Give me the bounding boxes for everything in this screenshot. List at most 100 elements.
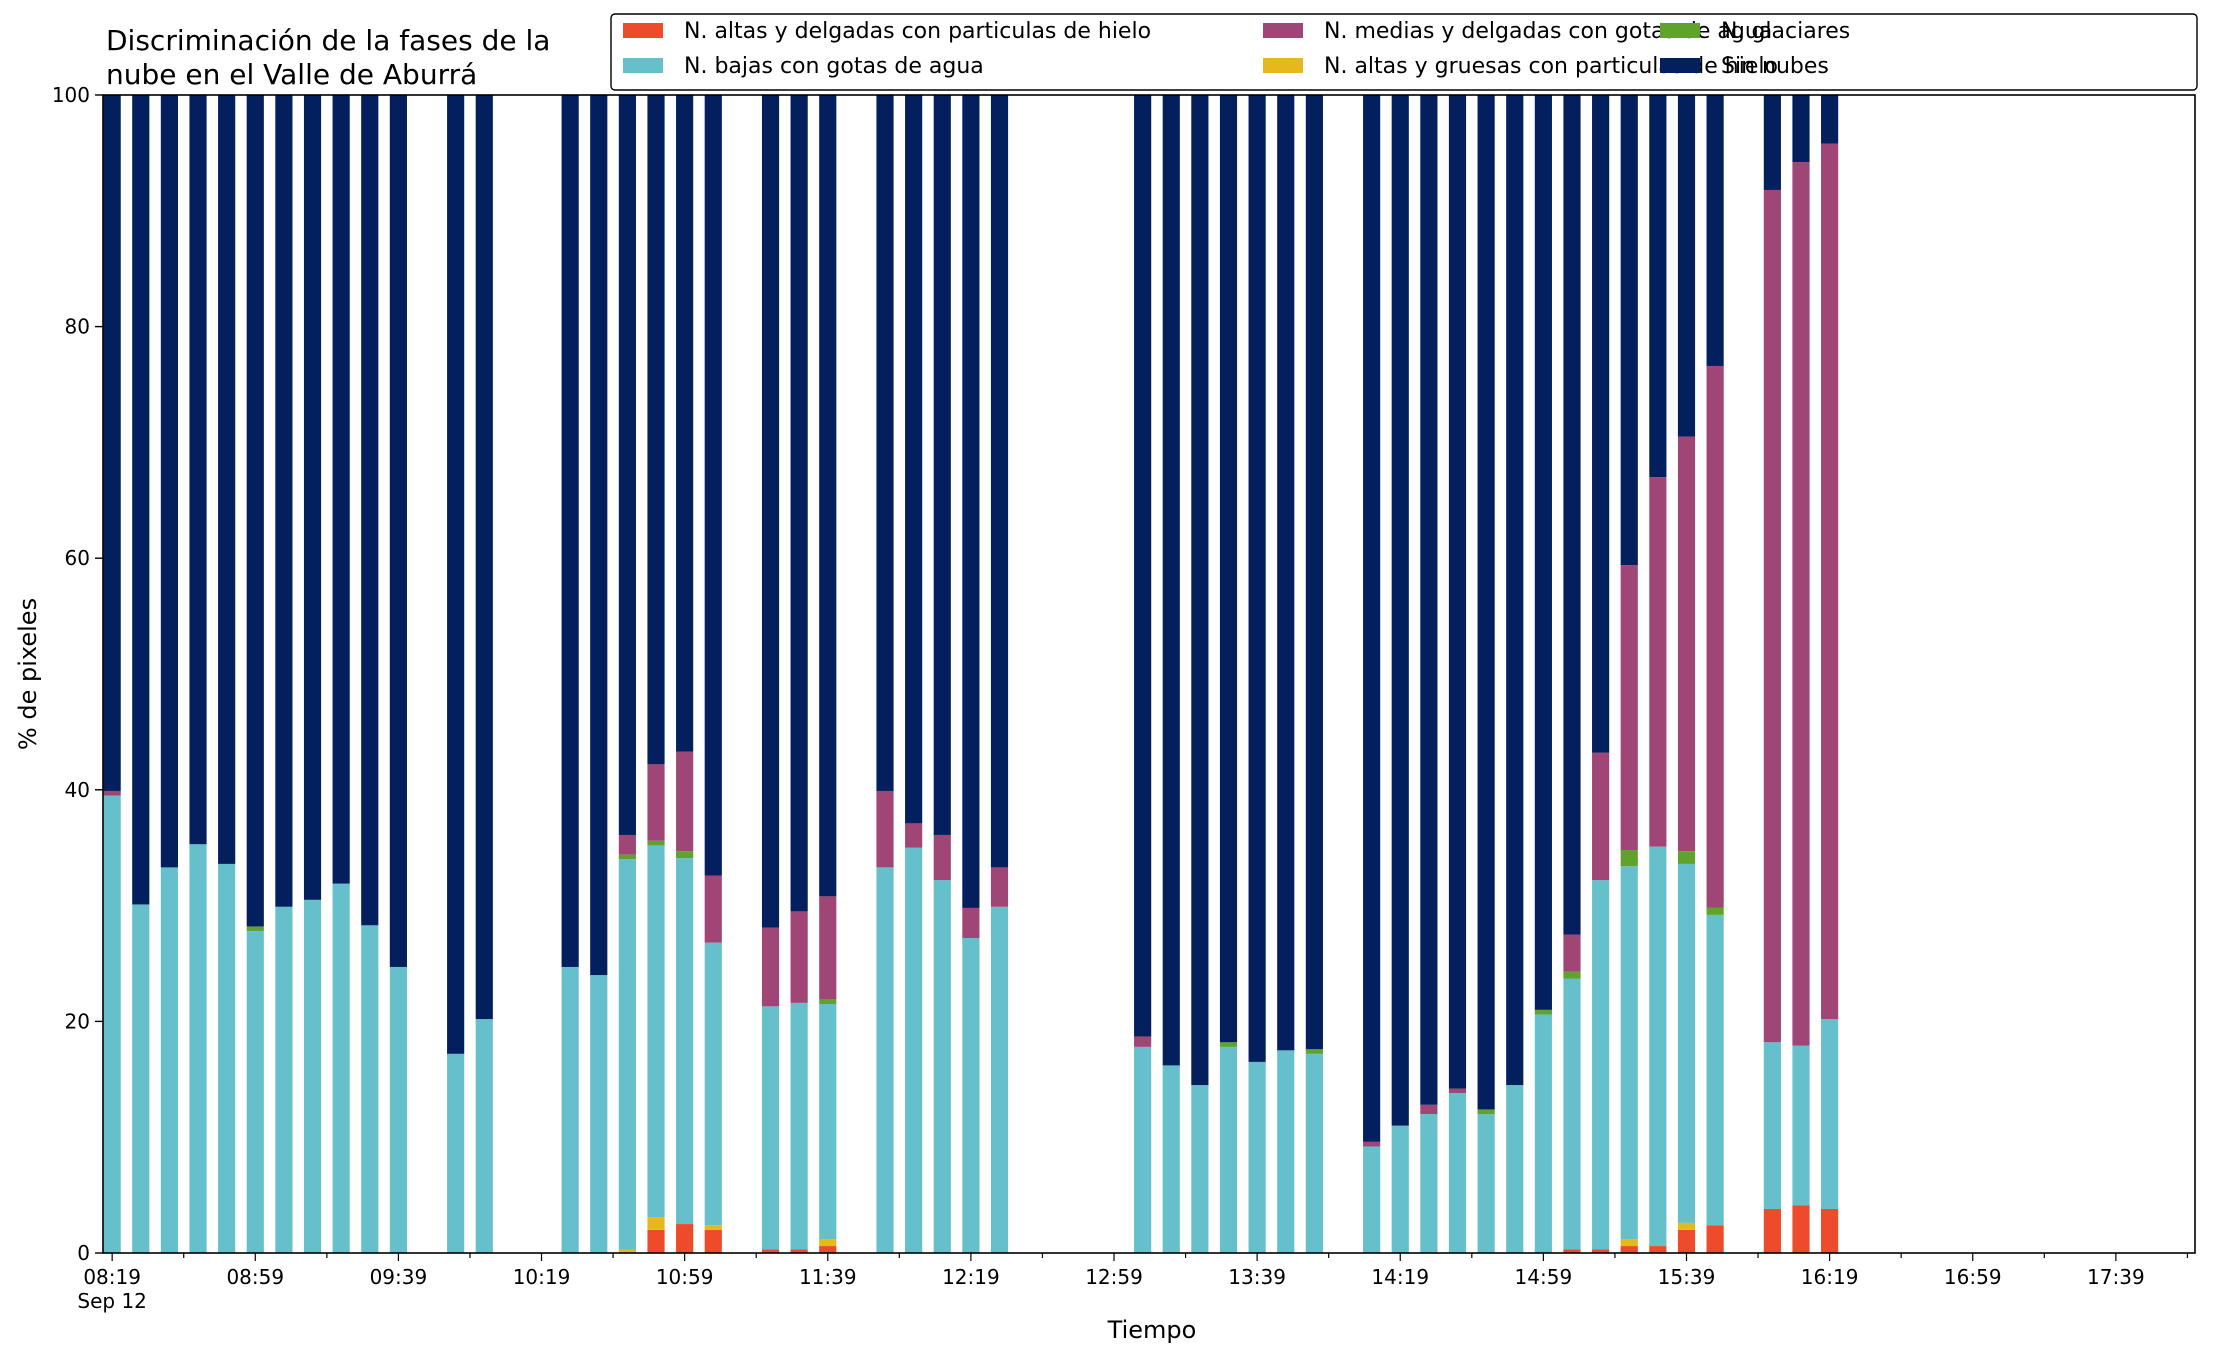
bar-segment-43-2 <box>1620 866 1638 1240</box>
bar-segment-41-0 <box>1563 1249 1581 1253</box>
bar-segment-41-5 <box>1563 95 1581 935</box>
bar-segment-24-4 <box>933 834 951 881</box>
bar-segment-46-5 <box>1706 95 1724 366</box>
bar-segment-5-2 <box>246 931 264 1253</box>
bar-segment-42-4 <box>1592 752 1610 881</box>
bar-segment-39-5 <box>1506 95 1524 1086</box>
bar-segment-22-2 <box>876 867 894 1253</box>
bar-segment-24-2 <box>933 880 951 1253</box>
bar-segment-27-4 <box>1134 1036 1152 1047</box>
bar-segment-12-2 <box>475 1019 493 1253</box>
bar-segment-23-4 <box>905 823 923 848</box>
bar-segment-25-5 <box>962 95 980 908</box>
bar-segment-37-2 <box>1448 1093 1467 1253</box>
bar-segment-48-0 <box>1792 1205 1810 1253</box>
chart-title-line1: Discriminación de la fases de la <box>106 24 550 57</box>
bar-segment-45-1 <box>1677 1222 1696 1230</box>
bar-segment-12-5 <box>475 95 493 1020</box>
bar-segment-20-4 <box>790 911 808 1003</box>
bar-segment-3-2 <box>189 844 207 1253</box>
bar-segment-40-3 <box>1534 1009 1552 1015</box>
bar-segment-25-2 <box>962 938 980 1253</box>
bar-segment-40-2 <box>1534 1014 1552 1253</box>
bar-segment-43-0 <box>1620 1246 1638 1253</box>
legend-box <box>610 13 2198 91</box>
bar-segment-21-4 <box>819 896 837 1000</box>
bar-segment-30-3 <box>1219 1042 1238 1047</box>
bar-segment-18-1 <box>704 1225 722 1230</box>
bar-segment-5-3 <box>246 926 264 932</box>
bar-segment-27-5 <box>1134 95 1152 1037</box>
bar-segment-23-2 <box>905 847 923 1253</box>
legend: N. altas y delgadas con particulas de hi… <box>610 13 2198 91</box>
bar-segment-16-2 <box>647 845 665 1218</box>
bar-segment-21-2 <box>819 1004 837 1240</box>
bar-segment-34-2 <box>1363 1146 1381 1253</box>
bar-segment-24-5 <box>933 95 951 835</box>
bar-segment-16-5 <box>647 95 665 765</box>
bar-segment-8-2 <box>332 883 350 1253</box>
bar-segment-16-0 <box>647 1229 665 1253</box>
bar-segment-20-2 <box>790 1002 808 1250</box>
bar-segment-33-5 <box>1305 95 1323 1050</box>
bar-segment-46-2 <box>1706 914 1724 1226</box>
bar-segment-9-2 <box>361 925 379 1253</box>
bar-segment-38-5 <box>1477 95 1495 1110</box>
bar-segment-49-5 <box>1821 95 1839 144</box>
bar-segment-47-2 <box>1763 1042 1781 1209</box>
y-tick-label: 80 <box>65 315 90 339</box>
bar-segment-41-3 <box>1563 971 1581 979</box>
bar-segment-37-4 <box>1448 1088 1467 1094</box>
bar-segment-0-5 <box>103 95 121 791</box>
bar-segment-31-2 <box>1248 1061 1266 1253</box>
bar-segment-7-2 <box>303 899 322 1253</box>
bar-segment-43-5 <box>1620 95 1638 566</box>
bar-segment-43-4 <box>1620 565 1638 851</box>
bar-segment-43-1 <box>1620 1239 1638 1247</box>
bar-segment-17-5 <box>676 95 694 752</box>
bar-segment-18-4 <box>704 875 722 943</box>
bar-segment-29-5 <box>1191 95 1209 1086</box>
bar-segment-44-2 <box>1649 846 1667 1247</box>
bar-segment-22-5 <box>876 95 894 791</box>
bar-segment-48-5 <box>1792 95 1810 163</box>
legend-label: N. medias y delgadas con gotas de agua <box>1324 19 1772 44</box>
bar-segment-30-5 <box>1219 95 1238 1043</box>
bar-segment-44-4 <box>1649 477 1667 847</box>
bar-segment-49-4 <box>1821 143 1839 1020</box>
bar-segment-49-2 <box>1821 1019 1839 1209</box>
bar-segment-4-5 <box>218 95 236 864</box>
bar-segment-25-4 <box>962 907 980 939</box>
bar-segment-8-5 <box>332 95 350 884</box>
legend-swatch <box>623 23 663 38</box>
x-tick-label: 14:19 <box>1371 1265 1429 1289</box>
bar-segment-19-0 <box>761 1249 780 1253</box>
bar-segment-0-4 <box>103 790 121 796</box>
y-axis: 0 20 40 60 80 100 <box>52 83 103 1265</box>
bar-segment-32-2 <box>1277 1050 1295 1253</box>
x-tick-label: 11:39 <box>799 1265 857 1289</box>
bar-segment-46-0 <box>1706 1225 1724 1253</box>
legend-label: N. altas y gruesas con particulas de hie… <box>1324 54 1778 79</box>
bar-segment-39-2 <box>1506 1085 1524 1253</box>
legend-swatch <box>623 58 663 73</box>
bar-segment-46-3 <box>1706 907 1724 915</box>
bar-segment-36-4 <box>1420 1104 1438 1115</box>
bar-segment-40-5 <box>1534 95 1552 1010</box>
bar-segment-7-5 <box>303 95 322 900</box>
bar-segment-31-5 <box>1248 95 1266 1062</box>
x-tick-label: 16:19 <box>1801 1265 1859 1289</box>
bar-segment-16-1 <box>647 1217 665 1230</box>
legend-label: Sin nubes <box>1721 54 1829 79</box>
bar-segment-33-2 <box>1305 1053 1323 1253</box>
bar-segment-36-2 <box>1420 1114 1438 1253</box>
bar-segment-44-0 <box>1649 1246 1667 1253</box>
x-tick-label: 09:39 <box>370 1265 428 1289</box>
bar-segment-44-5 <box>1649 95 1667 478</box>
bar-segment-15-4 <box>618 834 636 855</box>
bar-segment-37-5 <box>1448 95 1467 1089</box>
x-tick-label: 10:19 <box>513 1265 571 1289</box>
bar-segment-19-2 <box>761 1006 780 1250</box>
x-tick-label: 08:19 <box>83 1265 141 1289</box>
